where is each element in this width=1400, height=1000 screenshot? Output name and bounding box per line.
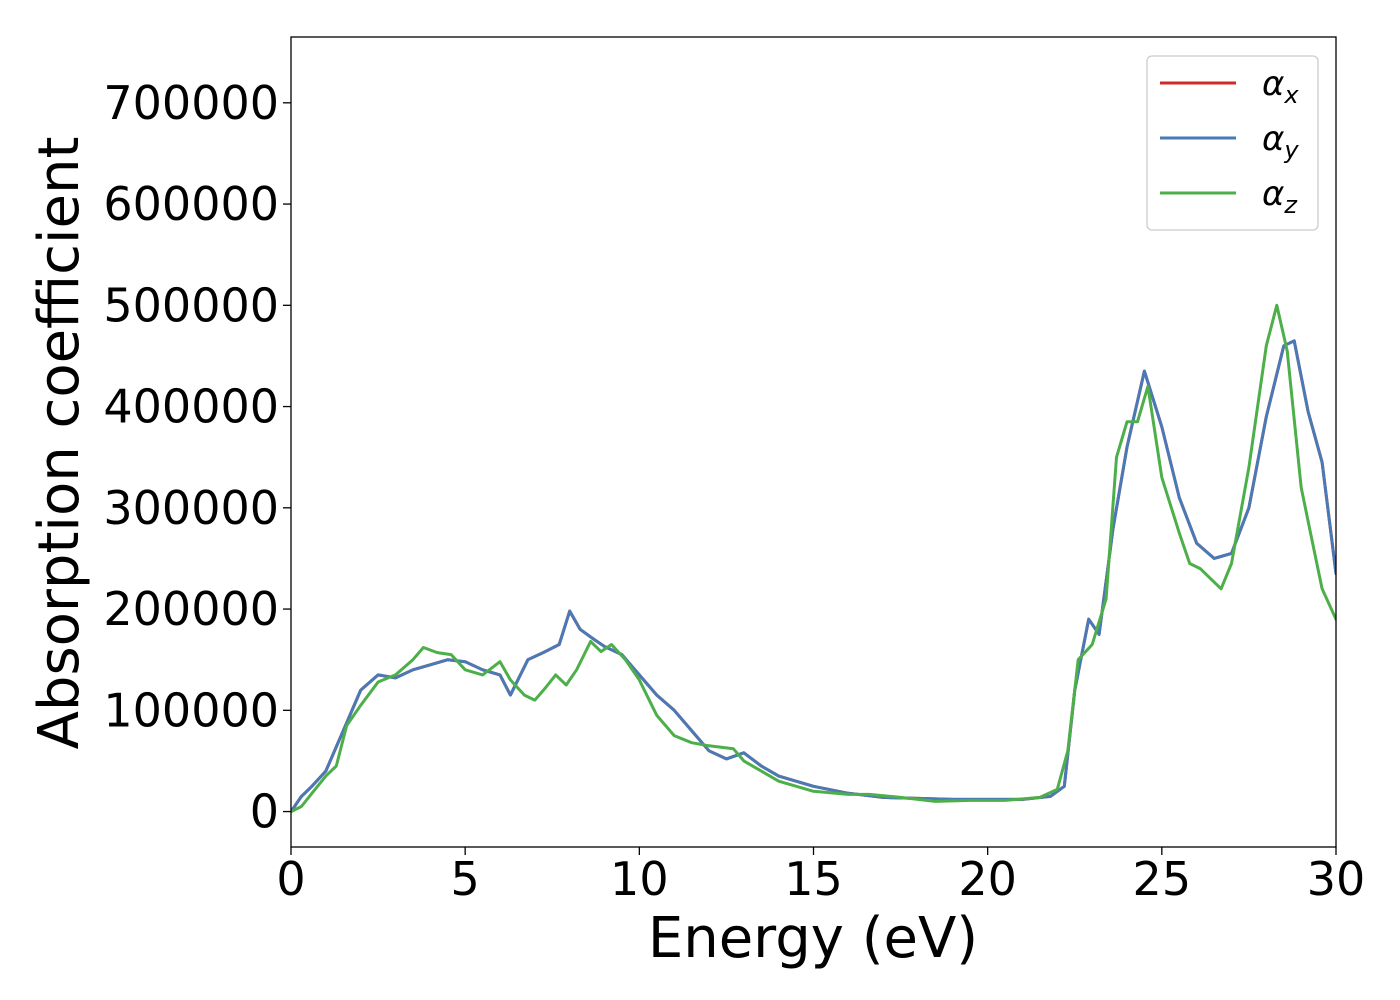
y-axis-title: Absorption coefficient: [27, 137, 92, 750]
x-axis-title: Energy (eV): [648, 906, 978, 971]
legend-label-z: αz: [1262, 174, 1298, 219]
x-tick-label: 20: [958, 852, 1017, 906]
y-axis-ticks: 0 100000 200000 300000 400000 500000 600000 700…: [103, 76, 291, 839]
series-line-y: [291, 339, 1336, 814]
x-tick-label: 30: [1307, 852, 1366, 906]
y-tick-label: 200000: [103, 582, 279, 636]
y-tick-label: 0: [250, 785, 279, 839]
legend-label-x: αx: [1262, 64, 1299, 109]
series-line-z: [291, 303, 1336, 814]
y-tick-label: 300000: [103, 481, 279, 535]
x-tick-label: 25: [1133, 852, 1192, 906]
x-tick-label: 0: [276, 852, 305, 906]
legend-label-y: αy: [1262, 119, 1299, 164]
legend-box: [1146, 55, 1319, 231]
x-tick-label: 15: [784, 852, 843, 906]
y-tick-label: 700000: [103, 76, 279, 130]
series-group: [291, 303, 1336, 814]
x-tick-label: 5: [451, 852, 480, 906]
y-tick-label: 100000: [103, 683, 279, 737]
x-tick-label: 10: [610, 852, 669, 906]
y-tick-label: 600000: [103, 177, 279, 231]
y-tick-label: 500000: [103, 278, 279, 332]
legend: αx αy αz: [1146, 55, 1319, 231]
x-axis-ticks: 0 5 10 15 20 25 30: [276, 847, 1365, 906]
y-tick-label: 400000: [103, 380, 279, 434]
